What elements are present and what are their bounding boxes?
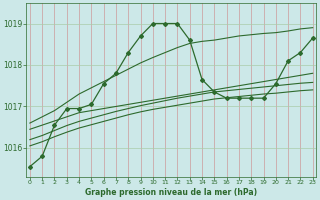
X-axis label: Graphe pression niveau de la mer (hPa): Graphe pression niveau de la mer (hPa) [85,188,257,197]
